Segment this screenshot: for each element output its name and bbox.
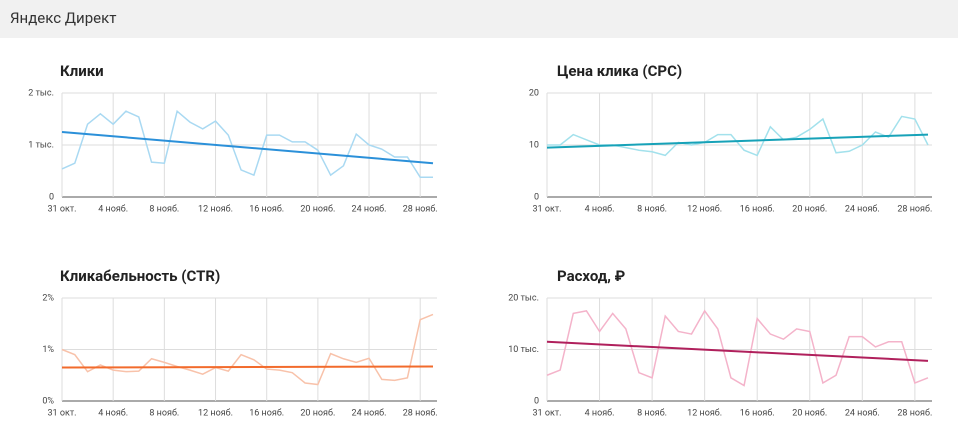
- chart-title: Цена клика (CPC): [557, 62, 682, 80]
- x-tick-label: 20 нояб.: [792, 204, 827, 214]
- x-tick-label: 12 нояб.: [687, 204, 722, 214]
- x-tick-label: 20 нояб.: [792, 408, 827, 418]
- x-tick-label: 12 нояб.: [198, 204, 233, 214]
- x-tick-label: 4 нояб.: [585, 204, 615, 214]
- x-tick-label: 8 нояб.: [149, 204, 179, 214]
- y-tick-label: 0: [49, 192, 54, 202]
- trend-line: [61, 365, 434, 369]
- y-tick-label: 20: [529, 88, 539, 98]
- x-tick-label: 31 окт.: [47, 408, 76, 418]
- x-tick-label: 4 нояб.: [585, 408, 615, 418]
- x-tick-label: 16 нояб.: [249, 204, 284, 214]
- x-tick-label: 31 окт.: [532, 408, 561, 418]
- x-tick-label: 4 нояб.: [98, 204, 128, 214]
- x-tick-label: 31 окт.: [47, 204, 76, 214]
- trend-line: [546, 340, 929, 362]
- x-tick-label: 16 нояб.: [249, 408, 284, 418]
- y-tick-label: 0: [534, 192, 539, 202]
- x-tick-label: 8 нояб.: [637, 408, 667, 418]
- header-bar: [0, 0, 958, 38]
- chart-title: Кликабельность (CTR): [60, 267, 220, 285]
- y-tick-label: 0: [534, 396, 539, 406]
- y-tick-label: 10 тыс.: [508, 345, 539, 355]
- series-line: [546, 309, 929, 387]
- y-tick-label: 2%: [42, 293, 54, 303]
- x-tick-label: 4 нояб.: [98, 408, 128, 418]
- series-line: [61, 313, 434, 386]
- x-tick-label: 12 нояб.: [687, 408, 722, 418]
- x-tick-label: 28 нояб.: [403, 408, 438, 418]
- y-tick-label: 2 тыс.: [28, 88, 54, 98]
- x-tick-label: 24 нояб.: [352, 204, 387, 214]
- header-title: Яндекс Директ: [10, 9, 116, 27]
- x-tick-label: 12 нояб.: [198, 408, 233, 418]
- x-tick-label: 8 нояб.: [637, 204, 667, 214]
- y-tick-label: 1%: [42, 345, 54, 355]
- x-tick-label: 16 нояб.: [740, 204, 775, 214]
- trend-line: [546, 133, 929, 149]
- x-tick-label: 28 нояб.: [897, 204, 932, 214]
- x-tick-label: 24 нояб.: [845, 204, 880, 214]
- x-tick-label: 24 нояб.: [845, 408, 880, 418]
- x-tick-label: 20 нояб.: [300, 204, 335, 214]
- y-tick-label: 0%: [42, 396, 54, 406]
- x-tick-label: 20 нояб.: [300, 408, 335, 418]
- chart-title: Расход, ₽: [557, 267, 626, 285]
- chart-title: Клики: [60, 62, 104, 80]
- x-tick-label: 16 нояб.: [740, 408, 775, 418]
- trend-line: [61, 131, 434, 165]
- y-tick-label: 20 тыс.: [508, 293, 539, 303]
- y-tick-label: 10: [529, 140, 539, 150]
- x-tick-label: 24 нояб.: [352, 408, 387, 418]
- y-tick-label: 1 тыс.: [28, 140, 54, 150]
- x-tick-label: 28 нояб.: [897, 408, 932, 418]
- series-line: [61, 109, 433, 178]
- x-tick-label: 28 нояб.: [403, 204, 438, 214]
- x-tick-label: 8 нояб.: [149, 408, 179, 418]
- x-tick-label: 31 окт.: [532, 204, 561, 214]
